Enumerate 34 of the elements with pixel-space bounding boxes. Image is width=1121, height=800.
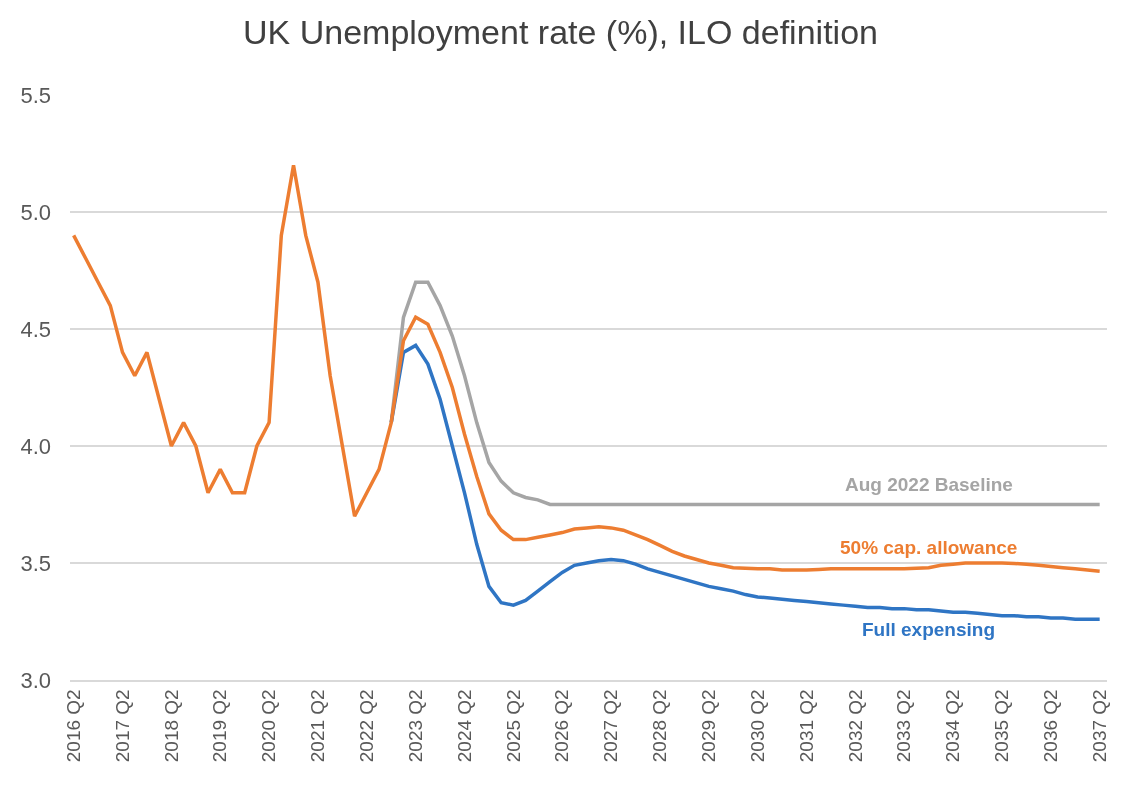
line-series bbox=[71, 163, 1102, 573]
x-tick-label: 2031 Q2 bbox=[795, 689, 817, 763]
y-tick-label: 3.0 bbox=[20, 667, 51, 693]
x-tick-label: 2037 Q2 bbox=[1088, 689, 1110, 763]
y-tick-label: 3.5 bbox=[20, 550, 51, 576]
x-tick-label: 2020 Q2 bbox=[258, 689, 280, 763]
x-tick-label: 2027 Q2 bbox=[600, 689, 622, 763]
series-label: Full expensing bbox=[862, 619, 996, 640]
x-tick-label: 2021 Q2 bbox=[307, 689, 329, 763]
x-tick-label: 2029 Q2 bbox=[697, 689, 719, 763]
series-label: Aug 2022 Baseline bbox=[845, 474, 1013, 495]
x-tick-label: 2028 Q2 bbox=[649, 689, 671, 763]
line-series bbox=[389, 280, 1102, 507]
x-tick-label: 2026 Q2 bbox=[551, 689, 573, 763]
x-tick-label: 2016 Q2 bbox=[62, 689, 84, 763]
x-tick-label: 2024 Q2 bbox=[453, 689, 475, 763]
x-tick-label: 2030 Q2 bbox=[746, 689, 768, 763]
y-tick-label: 4.5 bbox=[20, 316, 51, 342]
x-tick-label: 2025 Q2 bbox=[502, 689, 524, 763]
x-tick-label: 2032 Q2 bbox=[844, 689, 866, 763]
x-tick-label: 2023 Q2 bbox=[404, 689, 426, 763]
x-tick-label: 2019 Q2 bbox=[209, 689, 231, 763]
series-label: 50% cap. allowance bbox=[840, 537, 1018, 558]
x-tick-label: 2035 Q2 bbox=[991, 689, 1013, 763]
x-tick-label: 2017 Q2 bbox=[111, 689, 133, 763]
y-tick-label: 5.5 bbox=[20, 82, 51, 108]
y-tick-label: 5.0 bbox=[20, 199, 51, 225]
y-tick-label: 4.0 bbox=[20, 433, 51, 459]
x-tick-label: 2034 Q2 bbox=[942, 689, 964, 763]
x-tick-label: 2018 Q2 bbox=[160, 689, 182, 763]
chart-title: UK Unemployment rate (%), ILO definition bbox=[243, 12, 878, 51]
x-tick-label: 2022 Q2 bbox=[355, 689, 377, 763]
x-tick-label: 2036 Q2 bbox=[1039, 689, 1061, 763]
x-tick-label: 2033 Q2 bbox=[893, 689, 915, 763]
